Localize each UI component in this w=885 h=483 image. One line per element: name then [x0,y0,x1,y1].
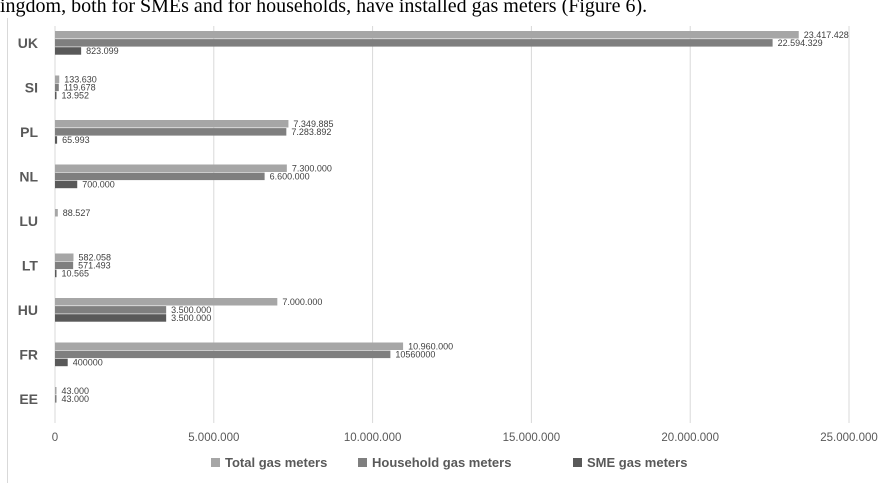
data-label-total: 23.417.428 [804,30,849,40]
data-label-sme: 400000 [73,358,103,368]
category-label: SI [25,79,38,95]
bar-total [55,253,74,261]
data-label-sme: 10.565 [62,269,90,279]
data-label-sme: 700.000 [82,180,115,190]
bar-household [55,306,167,314]
data-label-household: 6.600.000 [270,172,310,182]
bar-sme [55,47,82,55]
data-label-total: 7.000.000 [282,297,322,307]
bar-household [55,261,74,270]
chart-frame [7,18,885,483]
bar-household [55,172,265,181]
bar-sme [55,269,57,278]
data-label-household: 119.678 [64,83,96,93]
x-tick-label: 20.000.000 [661,432,719,444]
data-label-household: 7.283.892 [291,127,331,137]
data-label-total: 7.349.885 [293,119,333,129]
legend-label-sme: SME gas meters [587,455,687,470]
data-label-total: 582.058 [78,253,111,263]
category-label: LT [22,257,39,273]
legend-swatch-sme [573,458,582,467]
category-label: EE [19,391,38,407]
data-label-total: 43.000 [62,386,90,396]
bar-total [55,298,278,306]
data-label-household: 22.594.329 [778,38,823,48]
category-label: HU [18,302,38,318]
bar-household [55,128,287,136]
bar-household [55,83,59,92]
bar-household [55,39,773,47]
bar-total [55,209,58,217]
x-tick-label: 5.000.000 [188,432,239,444]
x-tick-label: 15.000.000 [503,432,561,444]
x-tick-label: 10.000.000 [344,432,402,444]
data-label-total: 88.527 [63,208,91,218]
category-label: FR [19,346,38,362]
legend-label-total: Total gas meters [225,455,327,470]
legend-swatch-household [358,458,367,467]
data-label-total: 7.300.000 [292,164,332,174]
legend-swatch-total [211,458,220,467]
data-label-sme: 3.500.000 [171,313,211,323]
data-label-household: 3.500.000 [171,305,211,315]
bar-sme [55,136,58,144]
x-tick-label: 25.000.000 [820,432,878,444]
bar-sme [55,180,78,189]
legend-label-household: Household gas meters [372,455,511,470]
data-label-sme: 13.952 [62,91,90,101]
page-caption: ingdom, both for SMEs and for households… [0,0,648,17]
category-label: PL [20,124,38,140]
data-label-total: 10.960.000 [408,342,453,352]
bar-total [55,387,57,395]
category-label: NL [19,168,38,184]
data-label-household: 571.493 [78,261,111,271]
data-label-household: 10560000 [395,350,435,360]
category-label: LU [19,213,38,229]
bar-sme [55,314,167,322]
data-label-sme: 65.993 [62,135,90,145]
bar-total [55,164,287,172]
bar-household [55,350,391,359]
bar-total [55,75,60,83]
data-label-sme: 823.099 [86,46,119,56]
bar-household [55,395,57,403]
bar-sme [55,91,57,100]
x-tick-label: 0 [52,432,58,444]
bar-total [55,120,289,128]
bar-sme [55,358,68,367]
category-label: UK [18,35,38,51]
bar-total [55,31,799,39]
data-label-total: 133.630 [64,75,97,85]
bar-total [55,342,404,350]
data-label-household: 43.000 [62,394,90,404]
